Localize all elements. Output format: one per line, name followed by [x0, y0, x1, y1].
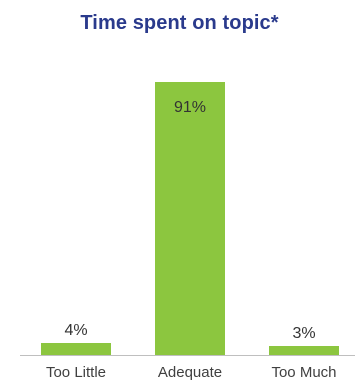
x-tick-label-too-much: Too Much: [271, 364, 336, 381]
x-tick-label-too-little: Too Little: [46, 364, 106, 381]
labels-group: 4% Too Little 91% Adequate 3% Too Much: [46, 99, 337, 381]
bars-group: [41, 82, 339, 355]
data-label-adequate: 91%: [174, 99, 206, 116]
bar-too-much: [269, 346, 339, 355]
bar-too-little: [41, 343, 111, 355]
data-label-too-little: 4%: [64, 322, 87, 339]
chart-title: Time spent on topic*: [80, 12, 279, 34]
bar-adequate: [155, 82, 225, 355]
x-tick-label-adequate: Adequate: [158, 364, 222, 381]
data-label-too-much: 3%: [292, 325, 315, 342]
